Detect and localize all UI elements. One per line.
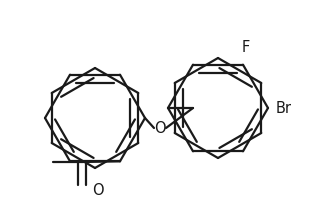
Text: Br: Br bbox=[276, 101, 292, 116]
Text: O: O bbox=[92, 183, 104, 198]
Text: F: F bbox=[242, 40, 250, 55]
Text: O: O bbox=[154, 121, 166, 136]
